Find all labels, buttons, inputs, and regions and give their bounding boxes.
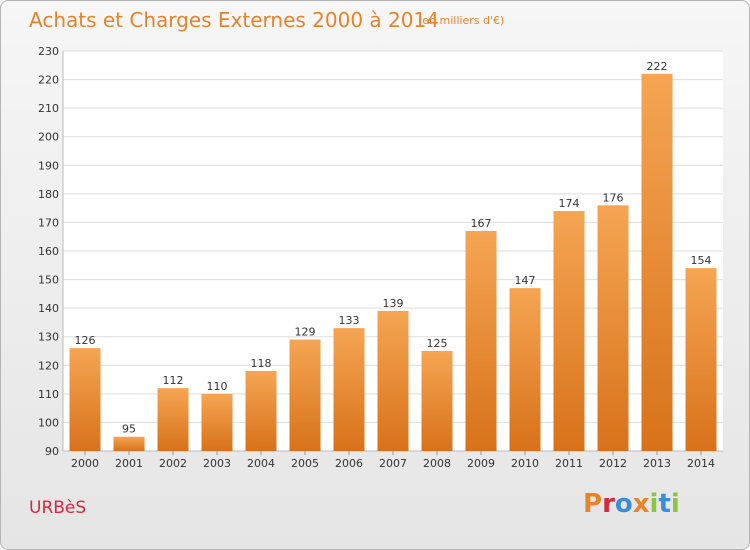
y-tick-label: 140 bbox=[38, 302, 59, 315]
data-label: 118 bbox=[251, 357, 272, 370]
bar-2000 bbox=[69, 348, 101, 451]
data-label: 133 bbox=[339, 314, 360, 327]
bar-2010 bbox=[509, 288, 541, 451]
y-tick-label: 130 bbox=[38, 331, 59, 344]
x-tick-label: 2006 bbox=[335, 457, 363, 470]
x-tick-label: 2011 bbox=[555, 457, 583, 470]
y-tick-label: 110 bbox=[38, 388, 59, 401]
data-label: 125 bbox=[427, 337, 448, 350]
y-tick-label: 220 bbox=[38, 74, 59, 87]
x-tick-label: 2000 bbox=[71, 457, 99, 470]
y-tick-label: 200 bbox=[38, 131, 59, 144]
x-tick-label: 2003 bbox=[203, 457, 231, 470]
data-label: 95 bbox=[122, 423, 136, 436]
bar-2003 bbox=[201, 393, 233, 451]
x-tick-label: 2008 bbox=[423, 457, 451, 470]
chart-title: Achats et Charges Externes 2000 à 2014 bbox=[29, 8, 439, 32]
logo-letter: r bbox=[602, 489, 615, 519]
x-tick-label: 2007 bbox=[379, 457, 407, 470]
y-tick-label: 180 bbox=[38, 188, 59, 201]
data-label: 176 bbox=[603, 191, 624, 204]
x-tick-label: 2001 bbox=[115, 457, 143, 470]
x-tick-label: 2013 bbox=[643, 457, 671, 470]
y-tick-label: 100 bbox=[38, 416, 59, 429]
proxiti-logo: Proxiti bbox=[583, 489, 680, 519]
y-tick-label: 170 bbox=[38, 216, 59, 229]
logo-letter: P bbox=[583, 489, 603, 519]
commune-name: URBèS bbox=[29, 498, 87, 518]
data-label: 147 bbox=[515, 274, 536, 287]
bar-2009 bbox=[465, 231, 497, 451]
data-label: 139 bbox=[383, 297, 404, 310]
bar-2002 bbox=[157, 388, 189, 451]
x-tick-label: 2004 bbox=[247, 457, 275, 470]
y-tick-label: 210 bbox=[38, 102, 59, 115]
x-tick-label: 2010 bbox=[511, 457, 539, 470]
y-tick-label: 120 bbox=[38, 359, 59, 372]
bar-2011 bbox=[553, 211, 585, 451]
x-tick-label: 2002 bbox=[159, 457, 187, 470]
y-tick-label: 90 bbox=[45, 445, 59, 458]
data-label: 129 bbox=[295, 326, 316, 339]
logo-letter: i bbox=[670, 489, 680, 519]
logo-letter: t bbox=[658, 489, 671, 519]
logo-letter: o bbox=[614, 489, 633, 519]
x-tick-label: 2005 bbox=[291, 457, 319, 470]
bar-2008 bbox=[421, 351, 453, 451]
x-tick-label: 2009 bbox=[467, 457, 495, 470]
data-label: 174 bbox=[559, 197, 580, 210]
bar-2014 bbox=[685, 268, 717, 451]
logo-letter: i bbox=[649, 489, 659, 519]
data-label: 222 bbox=[647, 60, 668, 73]
y-tick-label: 160 bbox=[38, 245, 59, 258]
y-tick-label: 230 bbox=[38, 45, 59, 58]
bar-2013 bbox=[641, 73, 673, 451]
logo-letter: x bbox=[632, 489, 650, 519]
data-label: 167 bbox=[471, 217, 492, 230]
bar-2005 bbox=[289, 339, 321, 451]
data-label: 112 bbox=[163, 374, 184, 387]
data-label: 110 bbox=[207, 380, 228, 393]
data-label: 154 bbox=[691, 254, 712, 267]
chart-subtitle: (en milliers d'€) bbox=[418, 14, 505, 27]
y-tick-label: 190 bbox=[38, 159, 59, 172]
x-tick-label: 2012 bbox=[599, 457, 627, 470]
bar-2001 bbox=[113, 436, 145, 451]
y-tick-label: 150 bbox=[38, 274, 59, 287]
bar-2007 bbox=[377, 311, 409, 451]
bar-2012 bbox=[597, 205, 629, 451]
bar-2006 bbox=[333, 328, 365, 451]
bar-2004 bbox=[245, 371, 277, 451]
x-tick-label: 2014 bbox=[687, 457, 715, 470]
data-label: 126 bbox=[75, 334, 96, 347]
